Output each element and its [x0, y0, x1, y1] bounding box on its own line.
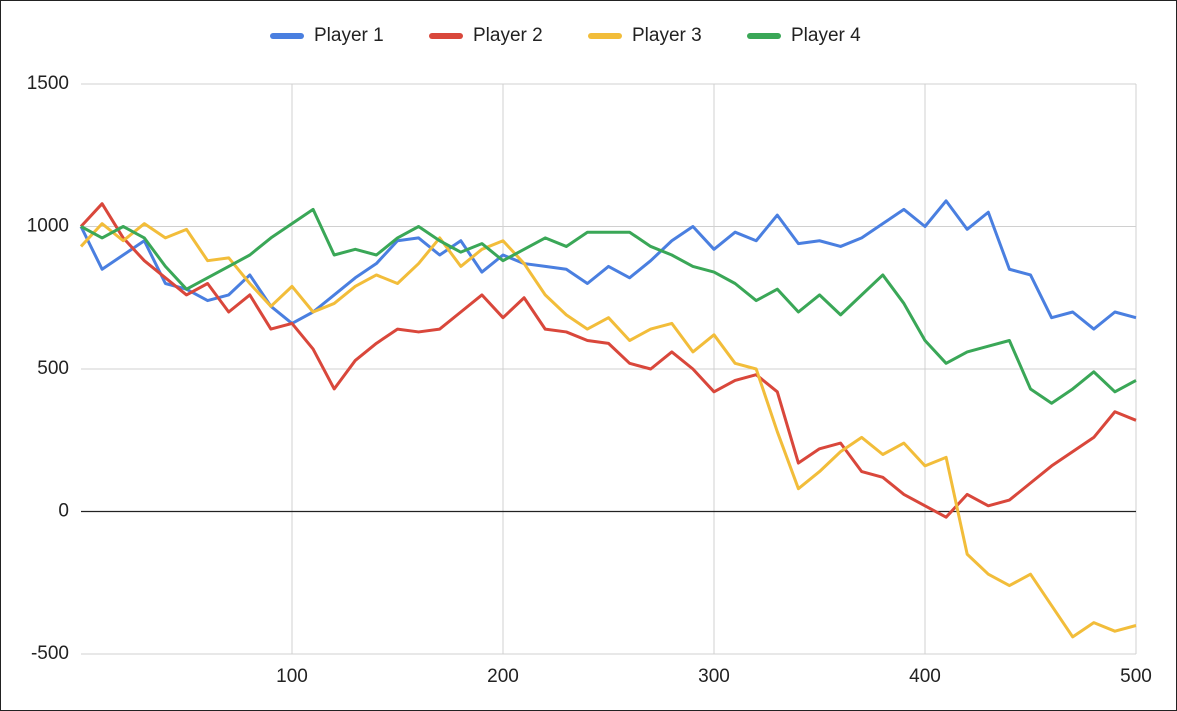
- legend-label: Player 4: [791, 25, 861, 46]
- x-tick-label: 100: [276, 666, 308, 687]
- series-line: [80, 207, 1137, 405]
- grid: -500 0 500 1000 1500 100 200 300 400 500: [27, 73, 1152, 687]
- legend-label: Player 3: [632, 25, 702, 46]
- x-tick-label: 500: [1120, 666, 1152, 687]
- series-line: [79, 202, 1137, 519]
- legend: Player 1 Player 2 Player 3 Player 4: [270, 25, 861, 46]
- plot-lines: [79, 199, 1137, 639]
- legend-label: Player 2: [473, 25, 543, 46]
- legend-label: Player 1: [314, 25, 384, 46]
- series-line: [79, 222, 1137, 639]
- y-tick-label: -500: [31, 643, 69, 664]
- y-tick-label: 500: [37, 358, 69, 379]
- x-tick-label: 300: [698, 666, 730, 687]
- y-tick-label: 1500: [27, 73, 69, 94]
- y-tick-label: 1000: [27, 216, 69, 237]
- x-tick-label: 400: [909, 666, 941, 687]
- x-tick-label: 200: [487, 666, 519, 687]
- series-line: [79, 199, 1137, 331]
- y-tick-label: 0: [58, 501, 69, 522]
